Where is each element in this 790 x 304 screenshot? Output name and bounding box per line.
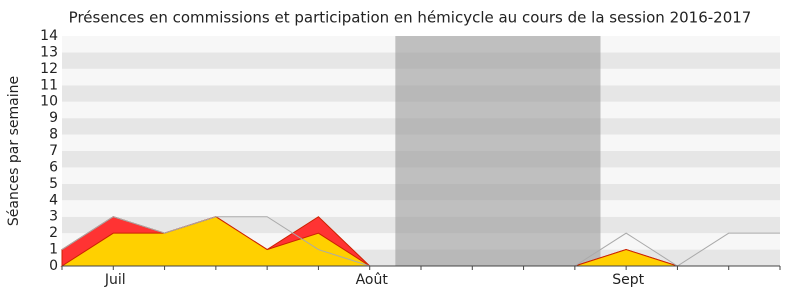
y-axis-label: Séances par semaine xyxy=(6,76,22,226)
y-tick-label: 2 xyxy=(49,225,58,241)
y-tick-label: 1 xyxy=(49,242,58,258)
y-tick-label: 6 xyxy=(49,159,58,175)
y-tick-label: 3 xyxy=(49,209,58,225)
shaded-period xyxy=(395,36,601,266)
y-tick-label: 13 xyxy=(40,44,58,60)
y-tick-label: 11 xyxy=(40,77,58,93)
x-tick-label: Sept xyxy=(612,272,644,288)
y-tick-label: 12 xyxy=(40,61,58,77)
y-tick-label: 5 xyxy=(49,176,58,192)
x-tick-label: Août xyxy=(356,272,389,288)
y-tick-label: 0 xyxy=(49,258,58,274)
y-tick-label: 9 xyxy=(49,110,58,126)
y-tick-label: 4 xyxy=(49,192,58,208)
y-tick-label: 8 xyxy=(49,127,58,143)
y-tick-label: 14 xyxy=(40,28,58,44)
y-tick-label: 10 xyxy=(40,94,58,110)
chart-title: Présences en commissions et participatio… xyxy=(69,9,752,27)
y-tick-label: 7 xyxy=(49,143,58,159)
x-tick-label: Juil xyxy=(104,272,126,288)
